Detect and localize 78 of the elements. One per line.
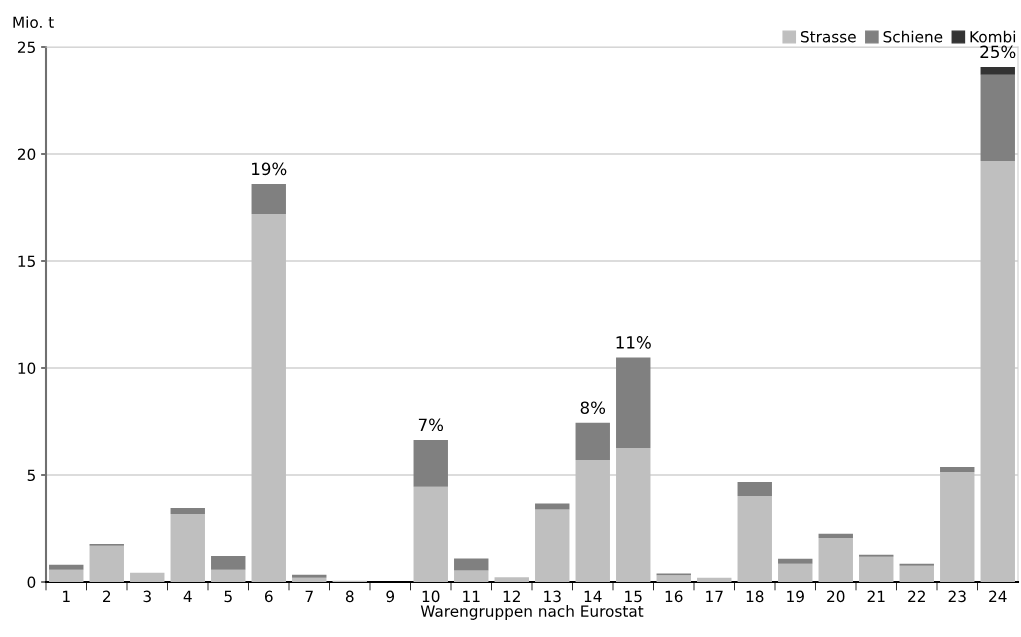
bar <box>211 569 246 582</box>
bar <box>454 558 489 571</box>
bar <box>818 533 853 538</box>
bar <box>697 577 732 582</box>
x-tick-label: 5 <box>224 590 232 603</box>
bar <box>737 495 772 582</box>
bar <box>575 460 610 582</box>
y-tick-label: 25 <box>17 41 35 54</box>
bar <box>899 565 934 582</box>
x-tick-label: 1 <box>63 590 70 602</box>
x-tick-label: 3 <box>143 590 151 603</box>
x-tick-label: 22 <box>908 590 925 602</box>
bar <box>656 575 691 582</box>
x-tick-label: 8 <box>345 590 354 603</box>
bar <box>616 357 651 449</box>
bar <box>211 555 246 570</box>
bar <box>818 537 853 582</box>
x-tick-label: 16 <box>665 590 683 603</box>
x-tick-label: 17 <box>706 590 723 602</box>
x-tick-label: 21 <box>867 590 885 602</box>
bar <box>980 161 1015 582</box>
bar <box>170 513 205 582</box>
bar <box>980 66 1015 75</box>
x-axis-title: Warengruppen nach Eurostat <box>420 605 644 620</box>
annotation: 7% <box>418 418 444 432</box>
x-tick-label: 6 <box>264 590 273 603</box>
x-tick-label: 23 <box>948 590 966 603</box>
bar <box>859 556 894 582</box>
bar <box>494 577 529 582</box>
bar <box>49 569 84 582</box>
legend-label: Schiene <box>883 30 943 43</box>
bar <box>737 482 772 496</box>
annotation: 25% <box>980 45 1016 59</box>
legend-label: Strasse <box>800 30 856 43</box>
bar <box>616 448 651 582</box>
annotation: 19% <box>252 162 287 176</box>
bar <box>413 439 448 487</box>
x-tick-label: 14 <box>584 590 602 602</box>
x-tick-label: 2 <box>103 590 111 602</box>
x-tick-label: 20 <box>827 590 845 603</box>
y-tick-label: 10 <box>18 362 36 375</box>
bar <box>251 183 286 214</box>
bar <box>535 509 570 582</box>
y-axis-title: Mio. t <box>13 16 54 28</box>
y-tick-label: 0 <box>27 576 36 589</box>
bar <box>940 472 975 582</box>
x-tick-label: 9 <box>386 590 395 603</box>
bar <box>292 574 327 578</box>
bar <box>49 564 84 570</box>
x-tick-label: 13 <box>544 590 561 603</box>
y-tick-label: 15 <box>18 255 35 268</box>
annotation: 11% <box>616 336 651 349</box>
x-tick-label: 19 <box>787 590 804 603</box>
x-tick-label: 10 <box>422 590 440 603</box>
x-tick-label: 7 <box>305 590 313 602</box>
x-tick-label: 4 <box>183 590 192 602</box>
bar <box>535 503 570 510</box>
x-tick-label: 12 <box>503 590 520 602</box>
bar <box>575 422 610 461</box>
y-tick-label: 5 <box>27 469 35 482</box>
y-tick-label: 20 <box>17 148 36 161</box>
bar <box>940 467 975 472</box>
bar <box>413 486 448 582</box>
bar <box>130 572 165 582</box>
bar <box>292 577 327 582</box>
bar <box>89 545 124 582</box>
x-tick-label: 15 <box>625 590 642 603</box>
bar <box>980 74 1015 162</box>
bar <box>170 507 205 514</box>
x-tick-label: 24 <box>989 590 1007 602</box>
x-tick-label: 18 <box>746 590 764 603</box>
legend-label: Kombi <box>970 30 1016 43</box>
bar <box>778 558 813 564</box>
bar <box>251 213 286 582</box>
bar <box>778 563 813 582</box>
x-tick-label: 11 <box>463 590 480 602</box>
annotation: 8% <box>580 401 606 414</box>
bar <box>454 570 489 582</box>
